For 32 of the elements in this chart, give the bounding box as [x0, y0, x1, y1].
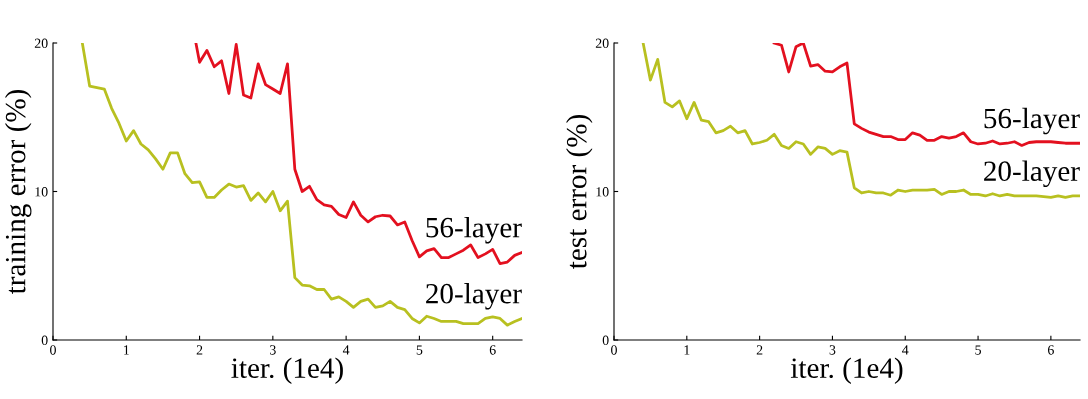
line-series	[641, 43, 1080, 199]
series-label: 20-layer	[984, 160, 1080, 188]
x-tick-label: 1	[684, 345, 690, 355]
y-tick-label: 10	[35, 187, 48, 197]
y-axis-title: training error (%)	[4, 89, 32, 295]
x-axis-title: iter. (1e4)	[790, 357, 903, 384]
series-label: 56-layer	[984, 107, 1080, 135]
x-tick-label: 0	[611, 345, 617, 355]
x-tick-label: 4	[902, 345, 909, 355]
y-tick-label: 10	[596, 187, 609, 197]
x-tick-label: 5	[975, 345, 981, 355]
x-tick-label: 2	[196, 345, 203, 355]
x-tick-label: 6	[1048, 345, 1054, 355]
line-series	[80, 43, 522, 327]
line-series	[194, 43, 522, 265]
x-tick-label: 4	[342, 345, 350, 355]
x-tick-label: 2	[756, 345, 763, 355]
x-tick-label: 5	[416, 345, 423, 355]
x-tick-label: 3	[270, 345, 276, 355]
y-axis-title: test error (%)	[566, 115, 593, 269]
x-tick-label: 0	[50, 345, 56, 355]
y-tick-label: 20	[595, 38, 609, 48]
y-tick-label: 0	[41, 335, 48, 345]
series-label: 56-layer	[426, 216, 522, 244]
line-series	[772, 43, 1080, 147]
x-tick-label: 1	[124, 345, 129, 355]
x-axis-title: iter. (1e4)	[231, 357, 343, 384]
y-tick-label: 20	[34, 38, 48, 48]
series-label: 20-layer	[426, 283, 522, 310]
y-tick-label: 0	[602, 335, 609, 345]
x-tick-label: 6	[489, 345, 496, 355]
x-tick-label: 3	[829, 345, 836, 355]
